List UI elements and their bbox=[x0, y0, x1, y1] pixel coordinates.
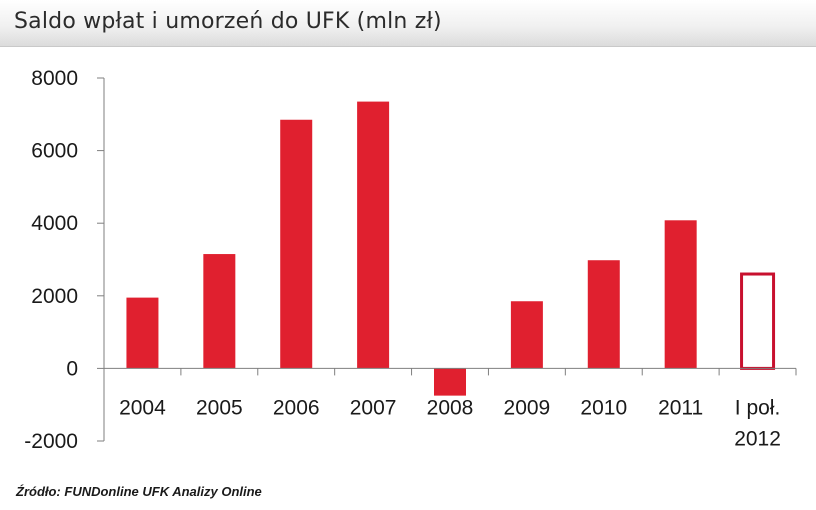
bar bbox=[357, 101, 390, 369]
bar bbox=[203, 254, 236, 369]
bar bbox=[664, 220, 697, 369]
y-tick-label: 6000 bbox=[31, 140, 78, 163]
x-tick-label: 2006 bbox=[273, 396, 320, 419]
x-tick-label: 2007 bbox=[350, 396, 397, 419]
bar bbox=[434, 368, 466, 396]
x-tick-label: I poł. bbox=[735, 396, 781, 419]
bar bbox=[280, 119, 313, 369]
bar-outline bbox=[740, 272, 776, 370]
x-tick-label: 2005 bbox=[196, 396, 243, 419]
bar bbox=[126, 297, 159, 369]
source-note: Źródło: FUNDonline UFK Analizy Online bbox=[16, 484, 262, 499]
chart-title: Saldo wpłat i umorzeń do UFK (mln zł) bbox=[14, 9, 442, 34]
x-tick-label: 2008 bbox=[427, 396, 474, 419]
bar bbox=[587, 260, 620, 369]
x-axis-labels: 2004 2005 2006 2007 2008 2009 2010 2011 I poł. 20… bbox=[119, 396, 781, 450]
y-tick-label: 4000 bbox=[31, 212, 78, 235]
x-tick-label: 2011 bbox=[658, 396, 703, 419]
y-tick-label: 2000 bbox=[31, 285, 78, 308]
bar bbox=[510, 301, 543, 369]
x-tick-label: 2004 bbox=[119, 396, 166, 419]
x-tick-label: 2010 bbox=[580, 396, 627, 419]
x-tick-label: 2009 bbox=[504, 396, 551, 419]
y-tick-label: 0 bbox=[66, 357, 78, 380]
x-tick-label: 2012 bbox=[734, 427, 781, 450]
bars bbox=[126, 101, 776, 396]
title-bar: Saldo wpłat i umorzeń do UFK (mln zł) bbox=[0, 0, 816, 47]
axes bbox=[103, 78, 797, 441]
y-axis-ticks: 8000 6000 4000 2000 0 -2000 bbox=[24, 67, 104, 453]
y-tick-label: -2000 bbox=[24, 430, 78, 453]
y-tick-label: 8000 bbox=[31, 67, 78, 90]
